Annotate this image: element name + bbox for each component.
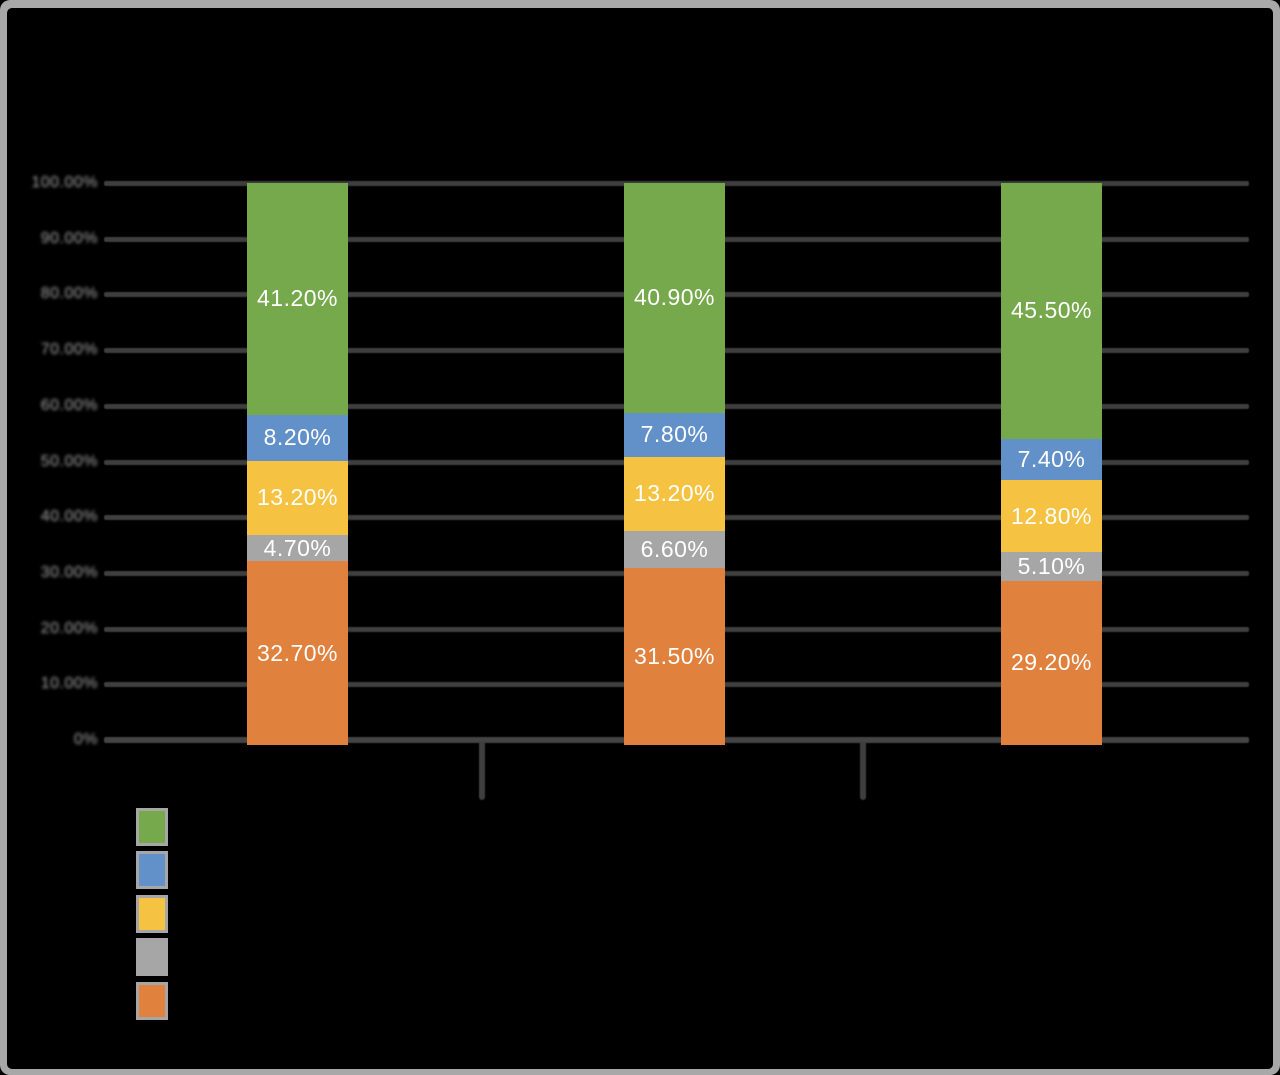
category-separator-tick: [860, 742, 866, 800]
bar-2-segment-orange[interactable]: 31.50%: [624, 567, 725, 745]
legend-swatch-fill: [139, 811, 165, 843]
bar-1-segment-green[interactable]: 41.20%: [247, 183, 348, 415]
bar-1-segment-gray[interactable]: 4.70%: [247, 534, 348, 562]
legend-swatch-fill: [139, 898, 165, 930]
bar-3-segment-gray[interactable]: 5.10%: [1001, 552, 1102, 581]
y-axis-tick-label: 20.00%: [40, 619, 98, 637]
legend-swatch-fill: [139, 985, 165, 1017]
y-axis-tick-label: 70.00%: [40, 341, 98, 359]
segment-value-label: 6.60%: [640, 535, 709, 562]
bar-1-segment-orange[interactable]: 32.70%: [247, 561, 348, 745]
segment-value-label: 8.20%: [263, 424, 332, 451]
legend-swatch[interactable]: [136, 895, 168, 933]
legend-swatch-fill: [139, 854, 165, 886]
y-axis-tick-label: 40.00%: [40, 508, 98, 526]
bar-2-segment-yellow[interactable]: 13.20%: [624, 456, 725, 531]
y-axis-tick-label: 100.00%: [31, 174, 98, 191]
y-axis-tick-label: 0%: [73, 731, 98, 748]
y-axis-tick-label: 60.00%: [40, 396, 98, 414]
segment-value-label: 32.70%: [256, 639, 338, 666]
category-separator-tick: [479, 742, 485, 800]
y-axis-tick-label: 30.00%: [40, 563, 98, 581]
segment-value-label: 13.20%: [633, 480, 715, 507]
segment-value-label: 13.20%: [256, 484, 338, 511]
bar-3-segment-yellow[interactable]: 12.80%: [1001, 480, 1102, 553]
bar-2-segment-green[interactable]: 40.90%: [624, 183, 725, 413]
bar-3-segment-blue[interactable]: 7.40%: [1001, 438, 1102, 481]
legend-swatch[interactable]: [136, 938, 168, 976]
segment-value-label: 31.50%: [633, 642, 715, 669]
legend-swatch[interactable]: [136, 982, 168, 1020]
segment-value-label: 4.70%: [263, 534, 332, 561]
bar-3-segment-orange[interactable]: 29.20%: [1001, 580, 1102, 745]
y-axis-tick-label: 50.00%: [40, 452, 98, 470]
segment-value-label: 5.10%: [1017, 553, 1086, 580]
segment-value-label: 40.90%: [633, 284, 715, 311]
y-axis-tick-label: 90.00%: [40, 229, 98, 247]
segment-value-label: 29.20%: [1010, 649, 1092, 676]
bar-2-segment-blue[interactable]: 7.80%: [624, 412, 725, 457]
legend-swatch-fill: [139, 941, 165, 973]
y-axis-tick-label: 10.00%: [40, 675, 98, 693]
segment-value-label: 12.80%: [1010, 502, 1092, 529]
segment-value-label: 7.80%: [640, 421, 709, 448]
bar-1-segment-blue[interactable]: 8.20%: [247, 414, 348, 461]
bar-1-segment-yellow[interactable]: 13.20%: [247, 460, 348, 535]
bar-3-segment-green[interactable]: 45.50%: [1001, 183, 1102, 439]
segment-value-label: 7.40%: [1017, 445, 1086, 472]
y-axis-tick-label: 80.00%: [40, 285, 98, 303]
segment-value-label: 41.20%: [256, 285, 338, 312]
segment-value-label: 45.50%: [1010, 297, 1092, 324]
bar-2-segment-gray[interactable]: 6.60%: [624, 530, 725, 568]
legend-swatch[interactable]: [136, 808, 168, 846]
legend-swatch[interactable]: [136, 851, 168, 889]
